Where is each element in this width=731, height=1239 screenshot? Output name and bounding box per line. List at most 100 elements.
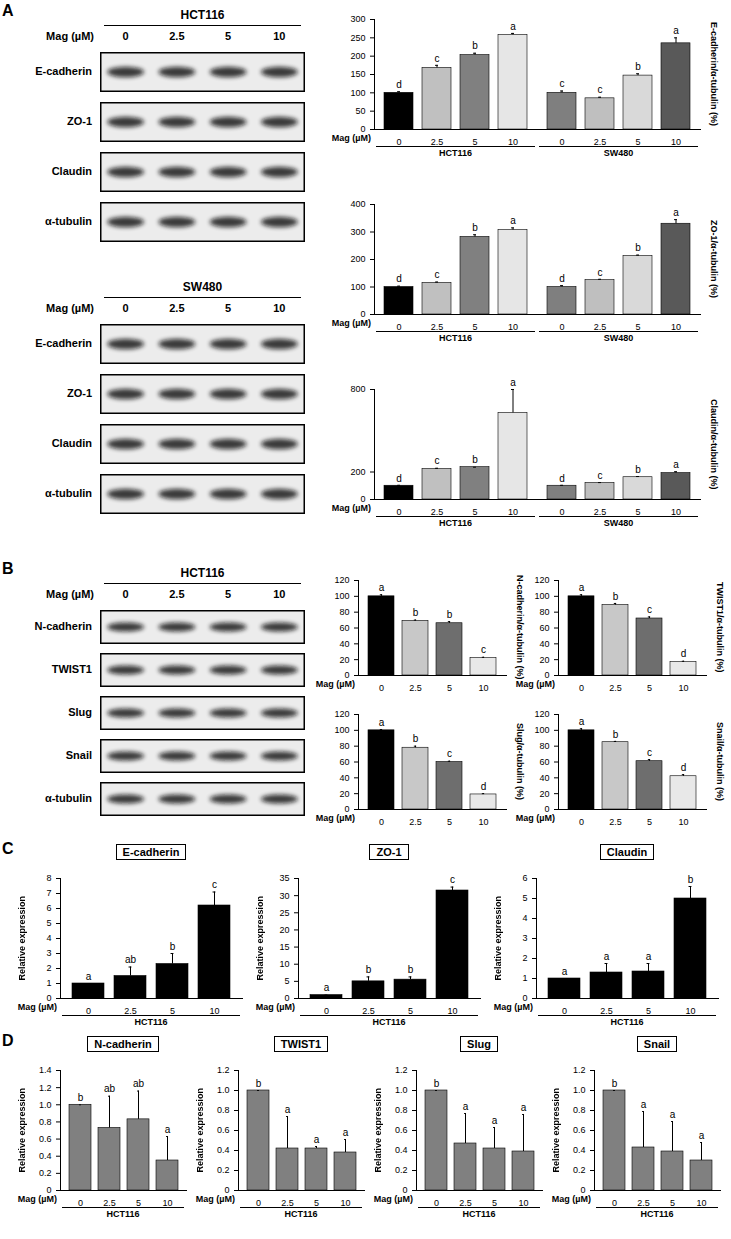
svg-text:1.2: 1.2: [395, 1065, 408, 1075]
svg-text:c: c: [560, 78, 565, 89]
svg-text:b: b: [413, 733, 419, 744]
svg-text:d: d: [559, 473, 565, 484]
svg-text:c: c: [447, 748, 452, 759]
svg-text:a: a: [562, 966, 568, 977]
svg-text:a: a: [285, 1104, 291, 1115]
svg-text:d: d: [396, 473, 402, 484]
svg-text:1.0: 1.0: [573, 1085, 586, 1095]
svg-text:a: a: [492, 1115, 498, 1126]
svg-text:100: 100: [534, 725, 549, 735]
svg-text:1: 1: [46, 978, 51, 988]
svg-text:b: b: [635, 61, 641, 72]
svg-text:a: a: [314, 1134, 320, 1145]
svg-text:b: b: [613, 591, 619, 602]
svg-text:a: a: [579, 582, 585, 593]
svg-text:0: 0: [360, 309, 365, 319]
svg-text:0: 0: [360, 124, 365, 134]
svg-text:5: 5: [647, 817, 652, 827]
svg-text:4: 4: [46, 933, 51, 943]
svg-text:10: 10: [678, 683, 688, 693]
svg-text:0: 0: [284, 993, 289, 1003]
svg-text:0: 0: [544, 804, 549, 814]
svg-text:0: 0: [579, 683, 584, 693]
svg-text:20: 20: [539, 789, 549, 799]
svg-text:b: b: [635, 464, 641, 475]
svg-text:1.0: 1.0: [217, 1085, 230, 1095]
svg-text:2.5: 2.5: [609, 817, 622, 827]
svg-text:10: 10: [279, 959, 289, 969]
svg-text:0.4: 0.4: [573, 1145, 586, 1155]
svg-text:c: c: [435, 455, 440, 466]
svg-text:100: 100: [534, 591, 549, 601]
svg-text:120: 120: [534, 575, 549, 585]
svg-text:d: d: [396, 79, 402, 90]
svg-text:0.2: 0.2: [39, 1168, 52, 1178]
svg-text:1.2: 1.2: [39, 1083, 52, 1093]
svg-text:d: d: [681, 762, 687, 773]
svg-text:a: a: [641, 1099, 647, 1110]
svg-text:c: c: [647, 604, 652, 615]
svg-text:b: b: [613, 729, 619, 740]
svg-text:80: 80: [339, 607, 349, 617]
svg-text:0: 0: [224, 1185, 229, 1195]
svg-text:80: 80: [339, 741, 349, 751]
svg-text:6: 6: [46, 903, 51, 913]
svg-text:a: a: [379, 582, 385, 593]
svg-text:2.5: 2.5: [609, 683, 622, 693]
svg-text:d: d: [481, 781, 487, 792]
svg-text:5: 5: [522, 893, 527, 903]
svg-text:40: 40: [339, 773, 349, 783]
svg-text:200: 200: [350, 51, 365, 61]
svg-text:5: 5: [46, 918, 51, 928]
svg-text:b: b: [612, 1078, 618, 1089]
svg-text:b: b: [408, 964, 414, 975]
svg-text:5: 5: [647, 683, 652, 693]
svg-text:80: 80: [539, 741, 549, 751]
svg-text:0: 0: [379, 817, 384, 827]
svg-text:2.5: 2.5: [409, 817, 422, 827]
svg-text:200: 200: [350, 467, 365, 477]
svg-text:1: 1: [522, 973, 527, 983]
svg-text:a: a: [579, 716, 585, 727]
svg-text:a: a: [673, 25, 679, 36]
svg-text:0: 0: [522, 993, 527, 1003]
svg-text:0: 0: [360, 494, 365, 504]
svg-text:d: d: [559, 273, 565, 284]
svg-text:300: 300: [350, 227, 365, 237]
svg-text:8: 8: [46, 873, 51, 883]
svg-text:0.8: 0.8: [573, 1105, 586, 1115]
svg-text:40: 40: [339, 639, 349, 649]
svg-text:40: 40: [539, 639, 549, 649]
svg-text:5: 5: [284, 976, 289, 986]
svg-text:5: 5: [447, 817, 452, 827]
svg-text:20: 20: [339, 655, 349, 665]
svg-text:0: 0: [344, 670, 349, 680]
svg-text:c: c: [598, 267, 603, 278]
svg-text:6: 6: [522, 873, 527, 883]
svg-text:c: c: [435, 269, 440, 280]
svg-text:0.6: 0.6: [39, 1134, 52, 1144]
svg-text:0.8: 0.8: [39, 1117, 52, 1127]
svg-text:100: 100: [350, 282, 365, 292]
svg-text:7: 7: [46, 888, 51, 898]
svg-text:a: a: [646, 951, 652, 962]
svg-text:a: a: [604, 951, 610, 962]
svg-text:0: 0: [379, 683, 384, 693]
svg-text:120: 120: [534, 709, 549, 719]
svg-text:20: 20: [279, 925, 289, 935]
svg-text:0.6: 0.6: [573, 1125, 586, 1135]
svg-text:ab: ab: [104, 1083, 116, 1094]
svg-text:60: 60: [539, 623, 549, 633]
svg-text:20: 20: [539, 655, 549, 665]
svg-text:35: 35: [279, 873, 289, 883]
svg-text:b: b: [413, 607, 419, 618]
svg-text:0: 0: [46, 1185, 51, 1195]
svg-text:b: b: [256, 1078, 262, 1089]
svg-text:200: 200: [350, 254, 365, 264]
svg-text:1.2: 1.2: [573, 1065, 586, 1075]
svg-text:b: b: [78, 1092, 84, 1103]
svg-text:40: 40: [539, 773, 549, 783]
svg-text:b: b: [472, 454, 478, 465]
svg-text:a: a: [521, 1102, 527, 1113]
svg-text:a: a: [86, 971, 92, 982]
